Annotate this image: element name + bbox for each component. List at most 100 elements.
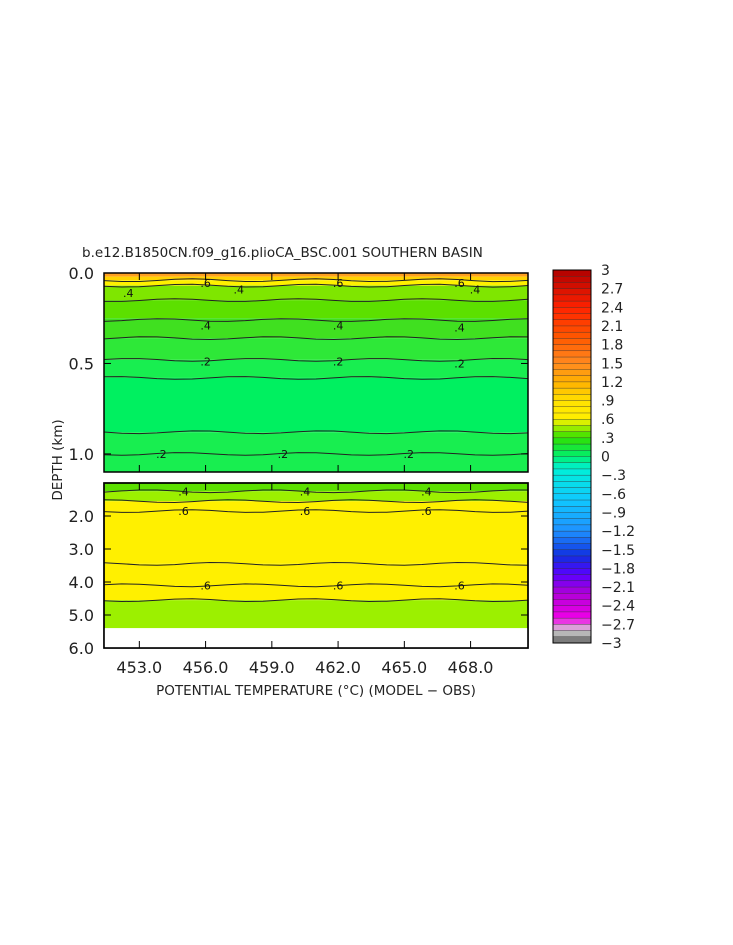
upper-contour-label: .6: [333, 277, 344, 290]
colorbar-tick-label: 0: [601, 450, 610, 466]
upper-layer: [104, 432, 528, 472]
lower-contour-line: [103, 489, 528, 494]
colorbar-bin: [552, 381, 592, 389]
x-tick-label: 468.0: [448, 658, 494, 677]
colorbar-bin: [552, 493, 592, 501]
colorbar-bin: [552, 276, 592, 283]
colorbar-bin: [552, 599, 592, 607]
colorbar-bin: [552, 499, 592, 507]
colorbar-tick-label: −2.1: [601, 580, 635, 596]
colorbar-tick-label: −.9: [601, 505, 626, 521]
upper-contour-line: [103, 452, 529, 456]
x-tick-label: 465.0: [381, 658, 427, 677]
upper-layer: [104, 338, 528, 360]
y-axis-label: DEPTH (km): [50, 419, 66, 500]
upper-contour-line: [103, 430, 529, 435]
upper-layer: [104, 359, 528, 378]
colorbar-bin: [552, 356, 592, 364]
colorbar-bin: [552, 543, 592, 551]
colorbar-bin: [552, 481, 592, 489]
colorbar-bin: [552, 512, 592, 520]
upper-contour-label: .4: [454, 321, 465, 334]
colorbar-bin: [552, 518, 592, 526]
upper-frame: [103, 272, 529, 473]
colorbar-bin: [552, 431, 592, 439]
lower-y-tick-label: 4.0: [69, 573, 94, 592]
upper-contour-label: .4: [333, 319, 344, 332]
colorbar-tick-label: −1.2: [601, 524, 635, 540]
colorbar-bin: [552, 487, 592, 495]
colorbar-bin: [552, 387, 592, 395]
upper-y-tick-label: 1.0: [69, 445, 94, 464]
upper-y-tick-label: 0.5: [69, 354, 94, 373]
colorbar-tick-label: −3: [601, 636, 622, 652]
upper-contour-line: [103, 318, 529, 322]
upper-contour-line: [103, 336, 529, 341]
colorbar-bin: [552, 325, 592, 333]
upper-contour-label: .4: [470, 283, 481, 296]
lower-contour-label: .6: [200, 579, 211, 592]
colorbar-tick-label: −1.8: [601, 561, 635, 577]
upper-contour-line: [103, 278, 529, 283]
upper-contour-label: .4: [233, 283, 244, 296]
colorbar-bin: [552, 593, 592, 600]
upper-contour-line: [103, 283, 529, 288]
colorbar-bin: [552, 561, 592, 569]
colorbar-bin: [552, 443, 592, 451]
upper-contour-line: [103, 376, 529, 380]
x-tick-label: 462.0: [315, 658, 361, 677]
upper-layer: [104, 300, 528, 319]
colorbar-bin: [552, 568, 592, 576]
lower-contour-label: .6: [178, 505, 189, 518]
upper-contour-line: [103, 357, 529, 362]
colorbar-tick-label: .9: [601, 394, 614, 410]
x-tick-label: 453.0: [116, 658, 162, 677]
upper-contour-label: .6: [200, 277, 211, 290]
colorbar-bin: [552, 419, 592, 426]
upper-layer: [104, 285, 528, 301]
colorbar-bin: [552, 350, 592, 358]
colorbar-tick-label: 2.7: [601, 282, 623, 298]
colorbar-tick-label: 2.4: [601, 300, 623, 316]
colorbar-bin: [552, 400, 592, 408]
colorbar-bin: [552, 574, 592, 582]
x-tick-label: 459.0: [249, 658, 295, 677]
colorbar-tick-label: 3: [601, 263, 610, 279]
colorbar-bin: [552, 288, 592, 296]
colorbar-tick-label: −2.7: [601, 617, 635, 633]
colorbar-tick-label: −.3: [601, 468, 626, 484]
colorbar-bin: [552, 425, 592, 433]
colorbar-bin: [552, 394, 592, 402]
colorbar-bin: [552, 412, 592, 420]
colorbar-bin: [552, 375, 592, 383]
colorbar-bin: [552, 462, 592, 470]
colorbar-bin: [552, 456, 592, 464]
upper-contour-label: .4: [123, 287, 134, 300]
upper-layer: [104, 273, 528, 277]
lower-y-tick-label: 3.0: [69, 540, 94, 559]
colorbar-bin: [552, 313, 592, 321]
colorbar-bin: [552, 344, 592, 352]
lower-y-tick-label: 5.0: [69, 606, 94, 625]
colorbar-bin: [552, 338, 592, 346]
lower-contour-label: .4: [178, 485, 189, 498]
lower-contour-line: [103, 499, 529, 504]
colorbar-bin: [552, 530, 592, 538]
upper-contour-label: .6: [454, 277, 465, 290]
colorbar-bin: [552, 468, 592, 476]
colorbar-bin: [552, 555, 592, 563]
lower-empty-region: [104, 628, 528, 648]
colorbar-bin: [552, 537, 592, 545]
colorbar-bin: [552, 319, 592, 327]
x-axis: 453.0 456.0 459.0 462.0 465.0 468.0: [116, 273, 493, 677]
colorbar-bin: [552, 611, 592, 619]
lower-contour-label: .6: [421, 505, 432, 518]
upper-y-tick-label: 0.0: [69, 264, 94, 283]
chart-title: b.e12.B1850CN.f09_g16.plioCA_BSC.001 SOU…: [82, 245, 483, 261]
x-axis-label: POTENTIAL TEMPERATURE (°C) (MODEL − OBS): [156, 683, 476, 699]
lower-contour-label: .6: [300, 505, 311, 518]
colorbar-bin: [552, 406, 592, 414]
colorbar-bin: [552, 549, 592, 557]
lower-panel: .4 .4 .4 .6 .6 .6 .6 .6 .6 2.0 3.0 4.0 5.0 6.0: [69, 482, 529, 658]
